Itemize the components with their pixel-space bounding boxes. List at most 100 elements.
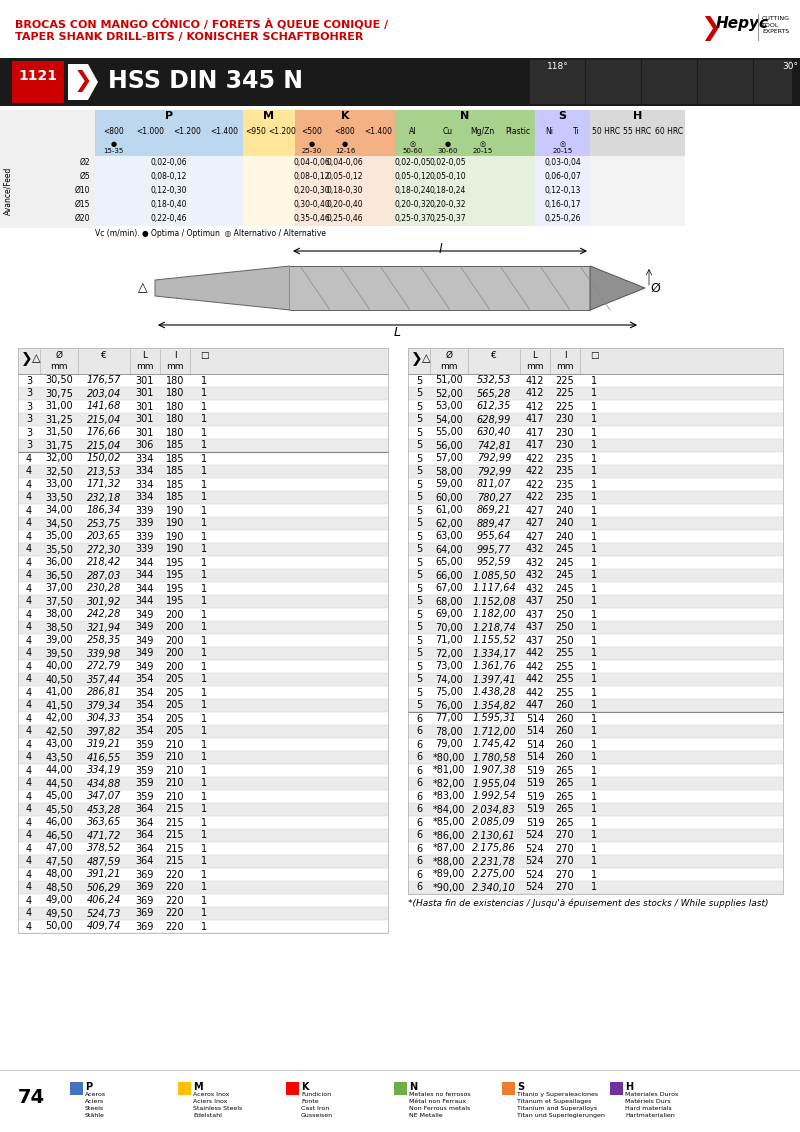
- Text: □: □: [590, 351, 598, 360]
- Text: 1: 1: [591, 779, 597, 789]
- Text: 77,00: 77,00: [435, 713, 463, 723]
- Bar: [290, 266, 590, 310]
- Bar: [12, 61, 64, 103]
- Text: 60 HRC: 60 HRC: [655, 127, 683, 136]
- Text: 190: 190: [166, 544, 184, 555]
- Text: L
mm: L mm: [526, 351, 544, 371]
- Text: 190: 190: [166, 532, 184, 541]
- Text: 3: 3: [26, 414, 32, 424]
- Text: Titanium and Superalloys: Titanium and Superalloys: [517, 1106, 597, 1110]
- Text: 364: 364: [136, 843, 154, 854]
- Text: 4: 4: [26, 506, 32, 515]
- Text: 210: 210: [166, 753, 184, 763]
- Text: 379,34: 379,34: [87, 701, 121, 711]
- Text: 6: 6: [416, 713, 422, 723]
- Text: 1121: 1121: [18, 69, 58, 83]
- Text: 4: 4: [26, 779, 32, 789]
- Text: 5: 5: [416, 687, 422, 697]
- Text: 339: 339: [136, 544, 154, 555]
- Text: 1.155,52: 1.155,52: [472, 635, 516, 645]
- Text: 319,21: 319,21: [87, 739, 121, 749]
- Text: 1: 1: [201, 597, 207, 607]
- Text: 524: 524: [526, 883, 544, 892]
- Bar: [395, 156, 535, 170]
- Text: 230: 230: [556, 414, 574, 424]
- Text: 3: 3: [26, 440, 32, 451]
- Bar: [502, 1082, 515, 1095]
- Text: 1.152,08: 1.152,08: [472, 597, 516, 607]
- Text: 210: 210: [166, 779, 184, 789]
- Text: ●
15-35: ● 15-35: [103, 142, 124, 154]
- Text: S: S: [517, 1082, 524, 1092]
- Text: 1: 1: [591, 480, 597, 489]
- Text: 437: 437: [526, 597, 544, 607]
- Text: 210: 210: [166, 765, 184, 775]
- Text: 59,00: 59,00: [435, 480, 463, 489]
- Text: <1.000: <1.000: [137, 127, 165, 136]
- Text: 1: 1: [591, 597, 597, 607]
- Text: 185: 185: [166, 466, 184, 477]
- Text: 359: 359: [136, 739, 154, 749]
- Text: 6: 6: [416, 869, 422, 880]
- Text: 6: 6: [416, 805, 422, 815]
- Text: 232,18: 232,18: [87, 492, 121, 503]
- Text: 200: 200: [166, 623, 184, 633]
- Text: 432: 432: [526, 544, 544, 555]
- Text: 1.745,42: 1.745,42: [472, 739, 516, 749]
- Text: 0,08-0,12: 0,08-0,12: [294, 172, 330, 181]
- Text: 1: 1: [201, 376, 207, 386]
- Text: 1.361,76: 1.361,76: [472, 661, 516, 671]
- Text: 349: 349: [136, 635, 154, 645]
- Text: 4: 4: [26, 701, 32, 711]
- Text: 1: 1: [591, 843, 597, 854]
- Bar: [535, 212, 590, 226]
- Text: L
mm: L mm: [136, 351, 154, 371]
- Text: *83,00: *83,00: [433, 791, 465, 801]
- Bar: [408, 855, 783, 868]
- Text: 1: 1: [201, 428, 207, 437]
- Bar: [590, 170, 685, 185]
- Text: 39,50: 39,50: [45, 649, 73, 659]
- Text: 5: 5: [416, 583, 422, 593]
- Text: 5: 5: [416, 623, 422, 633]
- Text: 260: 260: [556, 727, 574, 737]
- Text: 1: 1: [201, 649, 207, 659]
- Text: 4: 4: [26, 454, 32, 463]
- Text: 36,00: 36,00: [45, 557, 73, 567]
- Bar: [18, 595, 388, 608]
- Bar: [95, 185, 243, 198]
- Text: 2.085,09: 2.085,09: [472, 817, 516, 827]
- Text: 5: 5: [416, 649, 422, 659]
- Bar: [243, 156, 295, 170]
- Bar: [0, 58, 800, 106]
- Text: 364: 364: [136, 857, 154, 866]
- Text: 4: 4: [26, 713, 32, 723]
- Text: 4: 4: [26, 791, 32, 801]
- Text: 427: 427: [526, 518, 544, 529]
- Text: 437: 437: [526, 635, 544, 645]
- Text: *89,00: *89,00: [433, 869, 465, 880]
- Text: 780,27: 780,27: [477, 492, 511, 503]
- Text: 34,00: 34,00: [45, 506, 73, 515]
- Text: 442: 442: [526, 649, 544, 659]
- Text: 1: 1: [591, 609, 597, 619]
- Text: *84,00: *84,00: [433, 805, 465, 815]
- Text: 66,00: 66,00: [435, 571, 463, 581]
- Text: 250: 250: [556, 597, 574, 607]
- Text: 5: 5: [416, 597, 422, 607]
- Text: Hard materials: Hard materials: [625, 1106, 672, 1110]
- Text: 1: 1: [591, 739, 597, 749]
- Text: 185: 185: [166, 454, 184, 463]
- Text: 48,00: 48,00: [45, 869, 73, 880]
- Text: 0,30-0,40: 0,30-0,40: [294, 200, 330, 209]
- Text: 1: 1: [591, 466, 597, 477]
- Text: <1.400: <1.400: [210, 127, 238, 136]
- Text: 118°: 118°: [547, 62, 569, 71]
- Bar: [295, 126, 395, 140]
- Text: 49,50: 49,50: [45, 909, 73, 918]
- Bar: [18, 751, 388, 764]
- Text: 4: 4: [26, 466, 32, 477]
- Text: 359: 359: [136, 791, 154, 801]
- Text: 1: 1: [201, 583, 207, 593]
- Text: △: △: [32, 353, 41, 363]
